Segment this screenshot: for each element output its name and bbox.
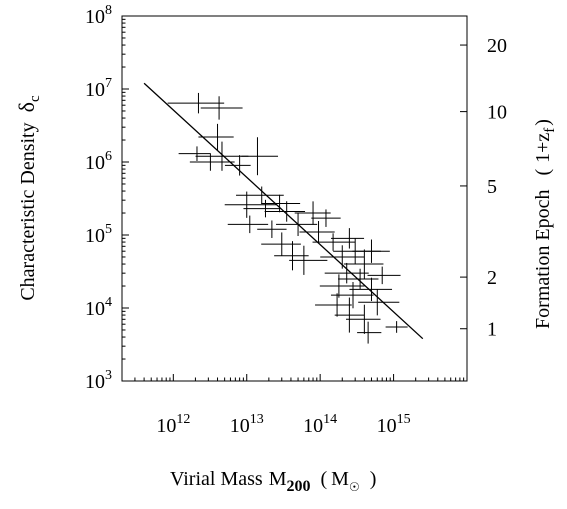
data-point — [334, 297, 365, 333]
y2-tick-label: 1 — [487, 319, 497, 341]
y2-axis-title: Formation Epoch(1+zf) — [532, 119, 558, 329]
data-point — [236, 186, 284, 205]
data-point — [178, 146, 211, 161]
x-tick-label: 1012 — [156, 412, 190, 437]
data-point — [367, 266, 401, 285]
data-point — [343, 249, 384, 279]
data-point — [224, 155, 251, 176]
data-point — [315, 293, 352, 317]
y-tick-label-base: 10 — [85, 152, 105, 174]
data-point — [241, 137, 279, 176]
data-point — [346, 304, 381, 334]
x-axis-ticks: 1012 1013 1014 1015 — [121, 374, 468, 437]
x-tick-label: 1015 — [377, 412, 411, 437]
data-point — [385, 321, 408, 333]
x-tick-label-base: 10 — [230, 415, 250, 437]
data-point — [261, 194, 301, 213]
y-tick-label: 104 — [85, 295, 112, 320]
data-point — [167, 92, 225, 114]
y-tick-label-base: 10 — [85, 371, 105, 393]
y2-axis-ticks: 1 2 5 10 20 — [460, 35, 507, 341]
y2-tick-label: 2 — [487, 267, 497, 289]
x-axis-title: Virial Mass M200(M☉) — [170, 468, 376, 495]
data-point — [324, 262, 369, 284]
data-point — [349, 277, 393, 302]
y-tick-label: 107 — [85, 76, 112, 101]
plot-frame — [121, 15, 468, 382]
data-point — [257, 220, 287, 238]
data-point — [294, 201, 331, 225]
data-point — [261, 232, 301, 256]
y-tick-label-exponent: 8 — [105, 3, 112, 18]
data-point — [357, 321, 382, 344]
data-point — [319, 274, 365, 298]
y-tick-label: 105 — [85, 222, 112, 247]
y-tick-label-base: 10 — [85, 6, 105, 28]
y-tick-label-base: 10 — [85, 79, 105, 101]
data-point — [299, 221, 335, 243]
x-tick-label-base: 10 — [303, 415, 323, 437]
y2-tick-label: 20 — [487, 35, 507, 57]
y-tick-label: 106 — [85, 149, 112, 174]
x-tick-label-exponent: 12 — [176, 412, 190, 427]
y-tick-label-exponent: 3 — [105, 368, 112, 383]
y-tick-label: 108 — [85, 3, 112, 28]
x-tick-label-exponent: 14 — [323, 412, 337, 427]
y-tick-label-base: 10 — [85, 298, 105, 320]
x-tick-label-exponent: 13 — [250, 412, 264, 427]
y2-tick-label: 10 — [487, 102, 507, 124]
y-tick-label: 103 — [85, 368, 112, 393]
data-point — [189, 153, 235, 171]
y-axis-title: Characteristic Densityδc — [14, 95, 43, 301]
y-tick-label-exponent: 6 — [105, 149, 112, 164]
data-point — [227, 215, 269, 234]
data-point — [311, 209, 341, 227]
data-marks — [143, 82, 424, 344]
data-point — [289, 245, 328, 275]
data-point — [330, 282, 374, 309]
data-point — [331, 228, 365, 249]
data-point — [224, 191, 277, 218]
data-point — [243, 199, 281, 218]
data-point — [358, 289, 400, 316]
y-tick-label-base: 10 — [85, 225, 105, 247]
x-tick-label: 1013 — [230, 412, 264, 437]
y-tick-label-exponent: 5 — [105, 222, 112, 237]
data-point — [274, 241, 309, 271]
x-tick-label-base: 10 — [156, 415, 176, 437]
y-tick-label-exponent: 7 — [105, 76, 112, 91]
data-point — [195, 141, 249, 171]
fit-line — [143, 82, 424, 340]
data-point — [200, 96, 243, 120]
y-tick-label-exponent: 4 — [105, 295, 112, 310]
x-tick-label-exponent: 15 — [397, 412, 411, 427]
data-point — [198, 123, 234, 151]
data-point — [352, 239, 390, 263]
x-tick-label-base: 10 — [377, 415, 397, 437]
data-point — [312, 233, 356, 251]
y2-tick-label: 5 — [487, 176, 497, 198]
x-tick-label: 1014 — [303, 412, 337, 437]
